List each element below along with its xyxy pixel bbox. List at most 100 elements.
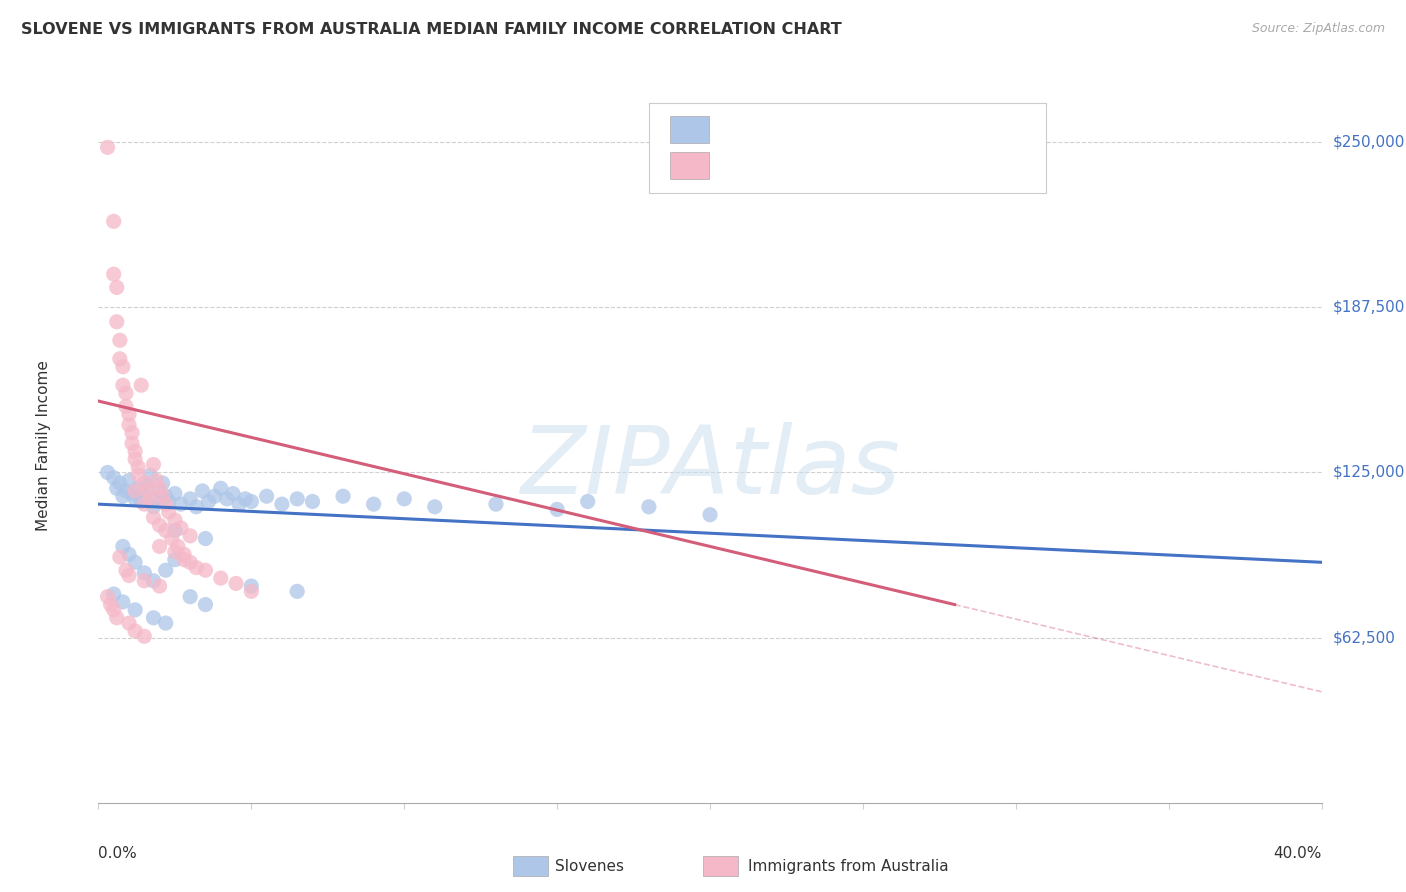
Text: $125,000: $125,000 [1333, 465, 1405, 480]
Point [163, 552, 186, 566]
Point [155, 563, 177, 577]
Point [142, 458, 165, 472]
Point [155, 524, 177, 538]
Point [194, 563, 217, 577]
Point [115, 386, 138, 401]
Point [129, 494, 152, 508]
Point [115, 563, 138, 577]
Point [392, 491, 416, 506]
Point [197, 494, 219, 508]
Point [240, 579, 263, 593]
Point [149, 579, 172, 593]
Text: $187,500: $187,500 [1333, 300, 1405, 315]
Point [194, 598, 217, 612]
Point [157, 494, 180, 508]
Point [163, 486, 186, 500]
Text: Slovenes: Slovenes [555, 859, 624, 873]
Point [170, 497, 193, 511]
Point [155, 489, 177, 503]
Point [134, 574, 156, 588]
Point [121, 436, 143, 450]
Point [134, 566, 156, 580]
Point [134, 629, 156, 643]
Point [136, 478, 159, 492]
Point [186, 560, 208, 574]
Point [155, 616, 177, 631]
Point [127, 481, 149, 495]
Point [142, 500, 165, 514]
Point [179, 555, 201, 569]
Point [115, 483, 138, 498]
Point [139, 491, 162, 506]
Point [163, 524, 186, 538]
Point [204, 489, 226, 503]
Point [179, 590, 201, 604]
Point [103, 267, 125, 281]
Text: $250,000: $250,000 [1333, 135, 1405, 150]
Text: Median Family Income: Median Family Income [37, 360, 51, 532]
Point [136, 483, 159, 498]
Bar [669, 116, 709, 144]
Point [152, 475, 174, 490]
Text: Source: ZipAtlas.com: Source: ZipAtlas.com [1251, 22, 1385, 36]
Point [134, 489, 156, 503]
Point [103, 587, 125, 601]
Point [173, 547, 195, 561]
Point [170, 521, 193, 535]
Point [118, 547, 141, 561]
Point [127, 468, 149, 483]
Point [115, 400, 138, 414]
Point [124, 483, 146, 498]
Point [423, 500, 446, 514]
Point [167, 540, 190, 554]
Point [97, 590, 120, 604]
Point [145, 474, 167, 488]
Text: $62,500: $62,500 [1333, 630, 1396, 645]
Point [699, 508, 721, 522]
Point [225, 576, 247, 591]
Point [108, 549, 131, 564]
Point [100, 598, 122, 612]
Point [209, 481, 232, 495]
Point [363, 497, 385, 511]
Point [637, 500, 661, 514]
Point [103, 603, 125, 617]
Point [332, 489, 354, 503]
Point [194, 532, 217, 546]
Point [121, 425, 143, 440]
Point [111, 489, 134, 503]
Point [142, 510, 165, 524]
Point [111, 595, 134, 609]
Point [179, 529, 201, 543]
Point [301, 494, 323, 508]
Point [222, 486, 245, 500]
Bar [669, 152, 709, 179]
Point [546, 502, 568, 516]
Point [118, 474, 141, 488]
Point [118, 407, 141, 421]
Point [134, 497, 156, 511]
Point [191, 483, 214, 498]
Point [124, 603, 146, 617]
Point [124, 491, 146, 506]
Point [118, 616, 141, 631]
Point [145, 491, 167, 506]
Point [124, 444, 146, 458]
Point [142, 574, 165, 588]
Point [124, 555, 146, 569]
Point [97, 466, 120, 480]
Point [163, 513, 186, 527]
Text: SLOVENE VS IMMIGRANTS FROM AUSTRALIA MEDIAN FAMILY INCOME CORRELATION CHART: SLOVENE VS IMMIGRANTS FROM AUSTRALIA MED… [21, 22, 842, 37]
Point [105, 611, 128, 625]
Point [179, 491, 201, 506]
Point [118, 417, 141, 432]
Point [485, 497, 508, 511]
Point [108, 333, 131, 347]
Point [209, 571, 232, 585]
Point [111, 378, 134, 392]
Point [97, 140, 120, 154]
Point [240, 584, 263, 599]
Point [186, 500, 208, 514]
Point [285, 491, 308, 506]
Point [285, 584, 308, 599]
